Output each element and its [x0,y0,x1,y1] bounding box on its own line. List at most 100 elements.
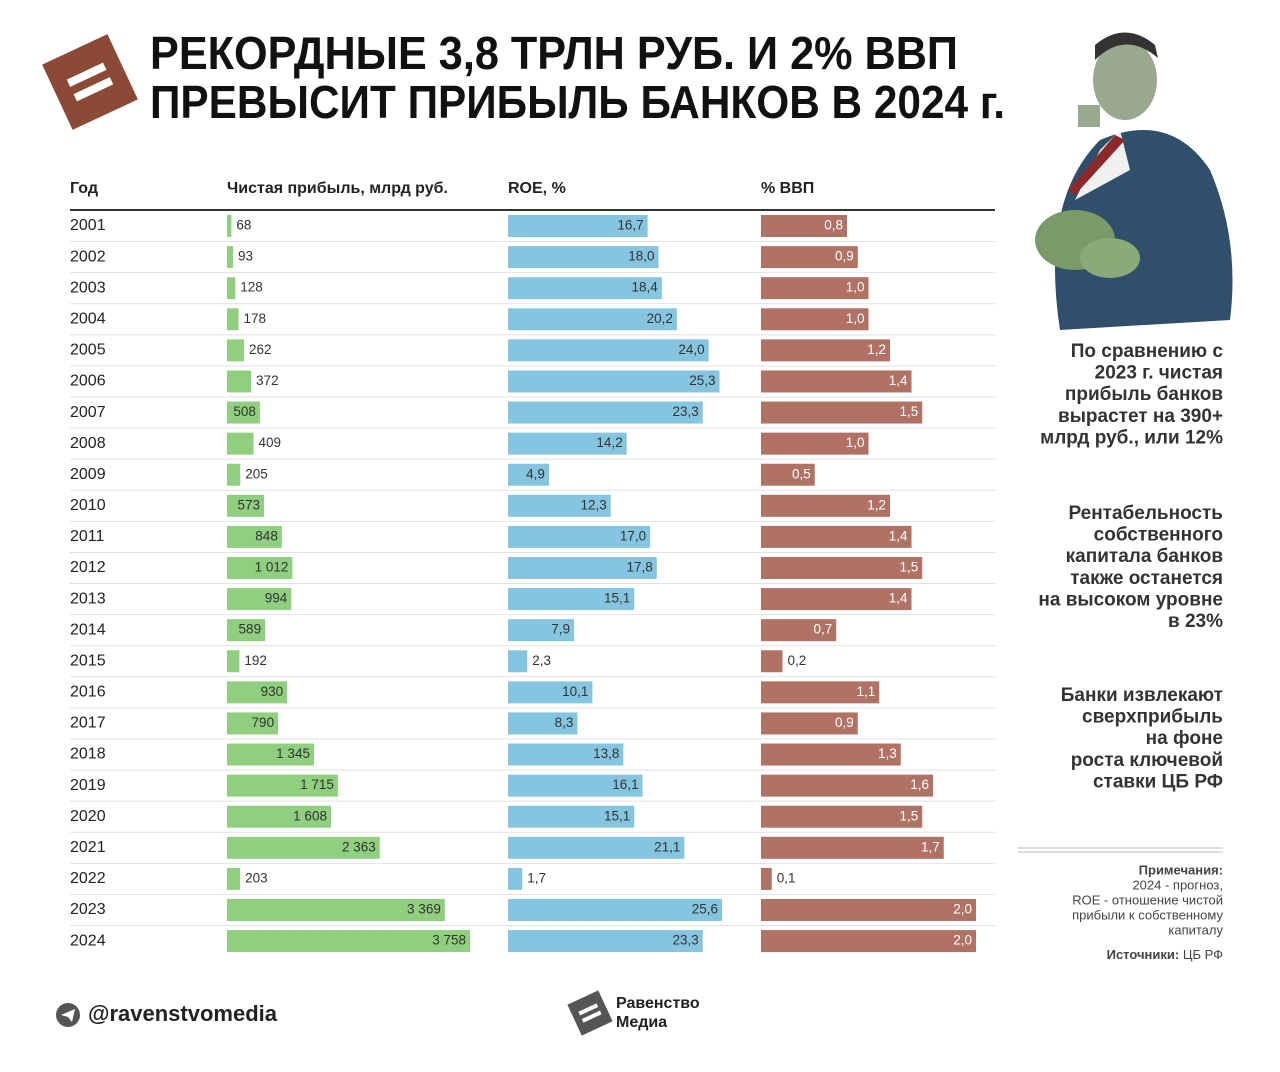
side-note: 2023 г. чистая [1095,363,1223,384]
value-label: 18,4 [632,280,659,295]
value-label: 0,9 [835,249,854,264]
value-label: 994 [265,591,288,606]
footer-logo [567,990,613,1036]
value-label: 1,0 [846,280,865,295]
bar [761,898,976,921]
bar [761,619,837,642]
value-label: 1,0 [846,435,865,450]
year-label: 2010 [70,497,106,514]
value-label: 15,1 [604,591,630,606]
value-label: 1,7 [921,839,940,854]
footer-brand: Равенство [616,995,700,1012]
bar [508,401,703,424]
bar [508,836,685,859]
bar [508,370,720,393]
bar [761,432,869,455]
telegram-icon [56,1003,80,1027]
value-label: 1 345 [276,746,310,761]
value-label: 1,6 [910,777,929,792]
value-label: 20,2 [647,311,673,326]
year-label: 2024 [70,932,106,949]
bar [761,588,912,611]
bar [227,681,288,704]
side-note: вырастет на 390+ [1058,406,1223,427]
bar [508,463,549,486]
bar [227,743,314,766]
year-label: 2017 [70,715,106,732]
bar [508,650,528,673]
year-label: 2013 [70,590,106,607]
value-label: 2 363 [342,839,376,854]
year-label: 2004 [70,310,106,327]
value-label: 573 [238,497,261,512]
value-label: 8,3 [555,715,574,730]
year-label: 2018 [70,746,106,763]
value-label: 24,0 [678,342,704,357]
bar [761,308,869,331]
value-label: 23,3 [672,933,698,948]
note-line: ROE - отношение чистой [1072,892,1223,907]
value-label: 1,7 [527,870,546,885]
bar [508,867,523,890]
logo [42,34,138,130]
value-label: 1,1 [856,684,875,699]
bar [508,525,651,548]
bar [508,339,709,362]
notes-rule [1018,847,1223,853]
value-label: 1 715 [300,777,334,792]
year-label: 2003 [70,279,106,296]
bar [227,588,292,611]
value-label: 23,3 [672,404,698,419]
bar [761,494,890,517]
value-label: 1,4 [889,528,908,543]
value-label: 205 [245,466,268,481]
bar [227,556,293,579]
value-label: 12,3 [581,497,607,512]
column-header: % ВВП [761,180,814,197]
value-label: 15,1 [604,808,630,823]
value-label: 13,8 [593,746,619,761]
year-label: 2005 [70,342,106,359]
year-label: 2015 [70,652,106,669]
value-label: 2,3 [532,653,551,668]
value-label: 0,2 [788,653,807,668]
value-label: 1,4 [889,591,908,606]
year-label: 2014 [70,621,106,638]
bar [761,774,933,797]
bar [761,743,901,766]
bar [508,432,627,455]
bar [227,246,234,269]
value-label: 372 [256,373,279,388]
value-label: 21,1 [654,839,680,854]
value-label: 93 [238,249,253,264]
side-note: прибыль банков [1065,384,1223,405]
value-label: 790 [252,715,275,730]
bar [227,308,239,331]
value-label: 14,2 [596,435,622,450]
bar [761,277,869,300]
value-label: 848 [255,528,278,543]
bar [761,681,880,704]
bar [761,650,783,673]
bar [227,712,279,735]
value-label: 3 369 [407,902,441,917]
value-label: 1,5 [899,404,918,419]
bar [508,494,611,517]
bar [508,712,578,735]
value-label: 3 758 [432,933,466,948]
side-note: на высоком уровне [1038,589,1223,610]
value-label: 409 [258,435,281,450]
bar [227,774,338,797]
side-note: Рентабельность [1068,503,1223,524]
bar [227,463,241,486]
illustration [1035,32,1233,330]
value-label: 508 [233,404,256,419]
value-label: 17,8 [627,560,653,575]
year-label: 2006 [70,373,106,390]
bar [761,215,847,237]
side-note: млрд руб., или 12% [1040,427,1223,448]
column-header: Чистая прибыль, млрд руб. [227,180,448,197]
bar [508,774,643,797]
year-label: 2001 [70,217,106,234]
bar [508,898,722,921]
